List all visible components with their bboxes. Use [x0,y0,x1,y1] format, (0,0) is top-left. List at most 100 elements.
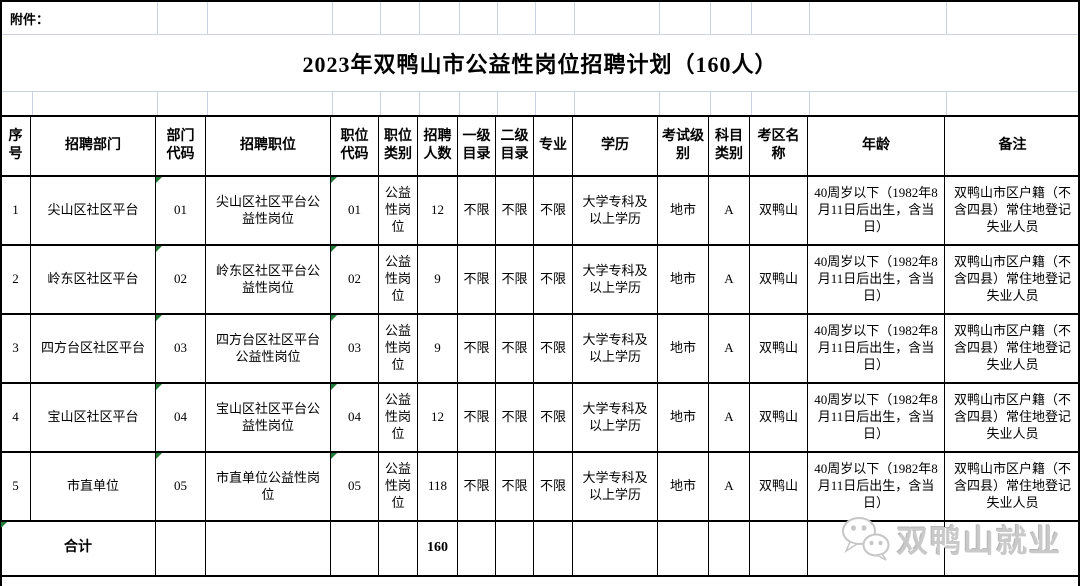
cell-position: 宝山区社区平台公益性岗位 [205,382,331,453]
header-dept-code: 部门代码 [155,115,206,177]
excel-flag-triangle [331,315,337,321]
attachment-row: 附件： [2,2,1078,35]
gridline [574,92,575,115]
header-education: 学历 [572,115,658,177]
cell-department: 尖山区社区平台 [30,175,156,246]
excel-flag-triangle [156,315,162,321]
empty-cell [572,520,658,577]
gridline [332,2,333,34]
cell-subject-type: A [708,382,750,453]
gridline [459,92,460,115]
header-exam-level: 考试级别 [657,115,709,177]
cell-remarks: 双鸭山市区户籍（不含四县）常住地登记失业人员 [944,313,1080,384]
cell-department: 岭东区社区平台 [30,244,156,315]
cell-index: 1 [0,175,31,246]
cell-exam-level: 地市 [657,244,709,315]
cell-headcount: 118 [417,451,458,522]
cell-exam-level: 地市 [657,382,709,453]
gridline [946,2,947,34]
table-row: 1 尖山区社区平台 01 尖山区社区平台公益性岗位 01 公益性岗位 12 不限… [0,175,1080,246]
cell-position-type: 公益性岗位 [378,244,418,315]
gridline [535,2,536,34]
gridline [710,92,711,115]
attachment-label: 附件： [10,11,50,27]
recruitment-table: 序号 招聘部门 部门代码 招聘职位 职位代码 职位类别 招聘人数 一级目录 二级… [0,115,1080,577]
cell-department: 市直单位 [30,451,156,522]
cell-department: 四方台区社区平台 [30,313,156,384]
cell-position: 四方台区社区平台公益性岗位 [205,313,331,384]
cell-subject-type: A [708,313,750,384]
cell-catalog2: 不限 [495,175,534,246]
gridline [659,92,660,115]
gridline [332,92,333,115]
gridline [809,2,810,34]
excel-flag-triangle [156,177,162,183]
excel-flag-triangle [331,177,337,183]
cell-position-type: 公益性岗位 [378,313,418,384]
excel-flag-triangle [156,384,162,390]
cell-dept-code: 04 [155,382,206,453]
cell-age: 40周岁以下（1982年8月11日后出生，含当日） [807,382,945,453]
cell-education: 大学专科及以上学历 [572,382,658,453]
cell-catalog2: 不限 [495,451,534,522]
cell-major: 不限 [533,313,573,384]
empty-cell [378,520,418,577]
header-catalog1: 一级目录 [457,115,496,177]
cell-catalog1: 不限 [457,244,496,315]
cell-education: 大学专科及以上学历 [572,451,658,522]
header-major: 专业 [533,115,573,177]
excel-flag-triangle [1,522,7,528]
gridline [459,2,460,34]
cell-major: 不限 [533,451,573,522]
cell-exam-area: 双鸭山 [749,175,808,246]
header-headcount: 招聘人数 [417,115,458,177]
empty-cell [708,520,750,577]
gridline [157,2,158,34]
header-department: 招聘部门 [30,115,156,177]
total-row: 合计 160 [0,520,1080,577]
header-index: 序号 [0,115,31,177]
cell-education: 大学专科及以上学历 [572,175,658,246]
gridline [419,92,420,115]
gridline [751,2,752,34]
total-label-cell: 合计 [0,520,156,577]
gridline [497,92,498,115]
gridline [157,92,158,115]
empty-cell [807,520,945,577]
cell-major: 不限 [533,175,573,246]
cell-education: 大学专科及以上学历 [572,244,658,315]
cell-headcount: 9 [417,313,458,384]
cell-position-type: 公益性岗位 [378,451,418,522]
excel-flag-triangle [156,246,162,252]
page-title: 2023年双鸭山市公益性岗位招聘计划（160人） [302,52,778,77]
cell-exam-area: 双鸭山 [749,451,808,522]
empty-cell [495,520,534,577]
cell-subject-type: A [708,244,750,315]
empty-cell [205,520,331,577]
cell-dept-code: 05 [155,451,206,522]
cell-remarks: 双鸭山市区户籍（不含四县）常住地登记失业人员 [944,244,1080,315]
gridline [497,2,498,34]
excel-flag-triangle [156,453,162,459]
gridline [809,92,810,115]
cell-dept-code: 03 [155,313,206,384]
cell-position-code: 05 [330,451,379,522]
empty-cell [155,520,206,577]
cell-position: 岭东区社区平台公益性岗位 [205,244,331,315]
gridline [751,92,752,115]
cell-remarks: 双鸭山市区户籍（不含四县）常住地登记失业人员 [944,451,1080,522]
cell-major: 不限 [533,244,573,315]
table-row: 5 市直单位 05 市直单位公益性岗位 05 公益性岗位 118 不限 不限 不… [0,451,1080,522]
cell-position-type: 公益性岗位 [378,382,418,453]
cell-index: 4 [0,382,31,453]
cell-catalog2: 不限 [495,244,534,315]
cell-headcount: 12 [417,175,458,246]
empty-cell [457,520,496,577]
gridline [380,92,381,115]
cell-index: 2 [0,244,31,315]
excel-flag-triangle [331,384,337,390]
cell-remarks: 双鸭山市区户籍（不含四县）常住地登记失业人员 [944,382,1080,453]
spacer-row [2,92,1078,115]
empty-cell [749,520,808,577]
cell-catalog1: 不限 [457,451,496,522]
